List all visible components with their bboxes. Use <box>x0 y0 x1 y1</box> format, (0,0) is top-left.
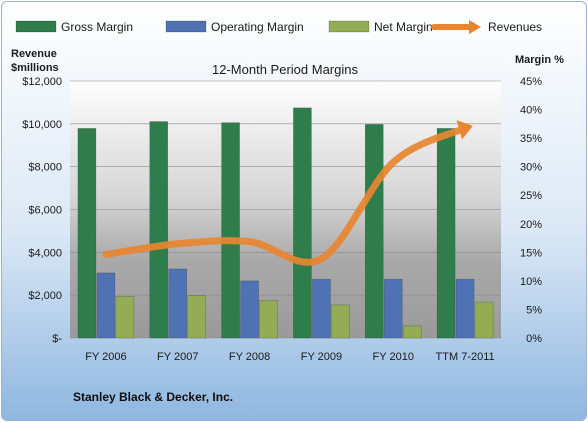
category-label: FY 2009 <box>301 351 342 363</box>
revenue-line-path <box>102 124 469 266</box>
legend-swatch-gross-margin <box>15 20 57 33</box>
legend-label-gross-margin: Gross Margin <box>61 20 133 34</box>
right-tick-label: 5% <box>526 304 542 316</box>
legend-label-revenues: Revenues <box>488 20 542 34</box>
right-tick-label: 0% <box>526 333 542 345</box>
bar-gross-margin <box>221 122 240 339</box>
right-tick-label: 10% <box>520 276 542 288</box>
bar-net-margin <box>331 304 350 339</box>
legend-label-net-margin: Net Margin <box>374 20 433 34</box>
bar-operating-margin <box>383 278 403 339</box>
bar-gross-margin <box>436 128 456 339</box>
category-label: FY 2010 <box>373 351 414 363</box>
right-tick-label: 40% <box>520 105 542 117</box>
bar-net-margin <box>259 300 278 339</box>
legend: Gross Margin Operating Margin Net Margin Re… <box>15 20 542 34</box>
right-tick-label: 15% <box>520 247 542 259</box>
bar-operating-margin <box>168 268 188 339</box>
category-label: FY 2007 <box>157 351 198 363</box>
left-tick-label: $2,000 <box>28 290 62 302</box>
revenue-line <box>102 120 473 266</box>
left-tick-label: $8,000 <box>28 162 62 174</box>
right-tick-label: 45% <box>520 76 542 88</box>
legend-swatch-arrow <box>469 20 481 34</box>
bar-gross-margin <box>77 128 97 339</box>
right-tick-label: 35% <box>520 133 542 145</box>
chart-title: 12-Month Period Margins <box>212 62 358 77</box>
bar-gross-margin <box>364 124 384 339</box>
category-label: FY 2006 <box>85 351 126 363</box>
legend-swatch-net-margin <box>328 20 370 33</box>
category-label: TTM 7-2011 <box>436 351 495 363</box>
bar-operating-margin <box>240 280 259 339</box>
bar-operating-margin <box>312 278 331 339</box>
right-tick-label: 30% <box>520 162 542 174</box>
bar-gross-margin <box>293 107 312 339</box>
bar-operating-margin <box>455 278 475 339</box>
bar-net-margin <box>474 301 494 339</box>
bar-net-margin <box>187 295 207 339</box>
left-axis-title-line1: Revenue <box>11 48 57 60</box>
bar-net-margin <box>115 296 135 339</box>
left-tick-label: $4,000 <box>28 247 62 259</box>
axes: $- $2,000 $4,000 $6,000 $8,000 $10,000 $12,000… <box>22 76 542 363</box>
left-axis-title-line2: $millions <box>11 62 59 74</box>
legend-label-operating-margin: Operating Margin <box>211 20 304 34</box>
left-tick-label: $10,000 <box>22 119 62 131</box>
left-axis-title: Revenue $millions <box>11 48 60 74</box>
right-axis-title: Margin % <box>515 54 564 66</box>
category-label: FY 2008 <box>229 351 270 363</box>
bar-net-margin <box>402 325 422 339</box>
left-tick-label: $6,000 <box>28 205 62 217</box>
bar-operating-margin <box>96 272 116 339</box>
right-tick-label: 25% <box>520 190 542 202</box>
company-name: Stanley Black & Decker, Inc. <box>73 390 234 404</box>
revenue-arrowhead <box>456 120 473 140</box>
left-tick-label: $12,000 <box>22 76 62 88</box>
bar-gross-margin <box>149 121 169 339</box>
legend-swatch-operating-margin <box>165 20 207 33</box>
right-tick-label: 20% <box>520 219 542 231</box>
left-tick-label: $- <box>52 333 62 345</box>
